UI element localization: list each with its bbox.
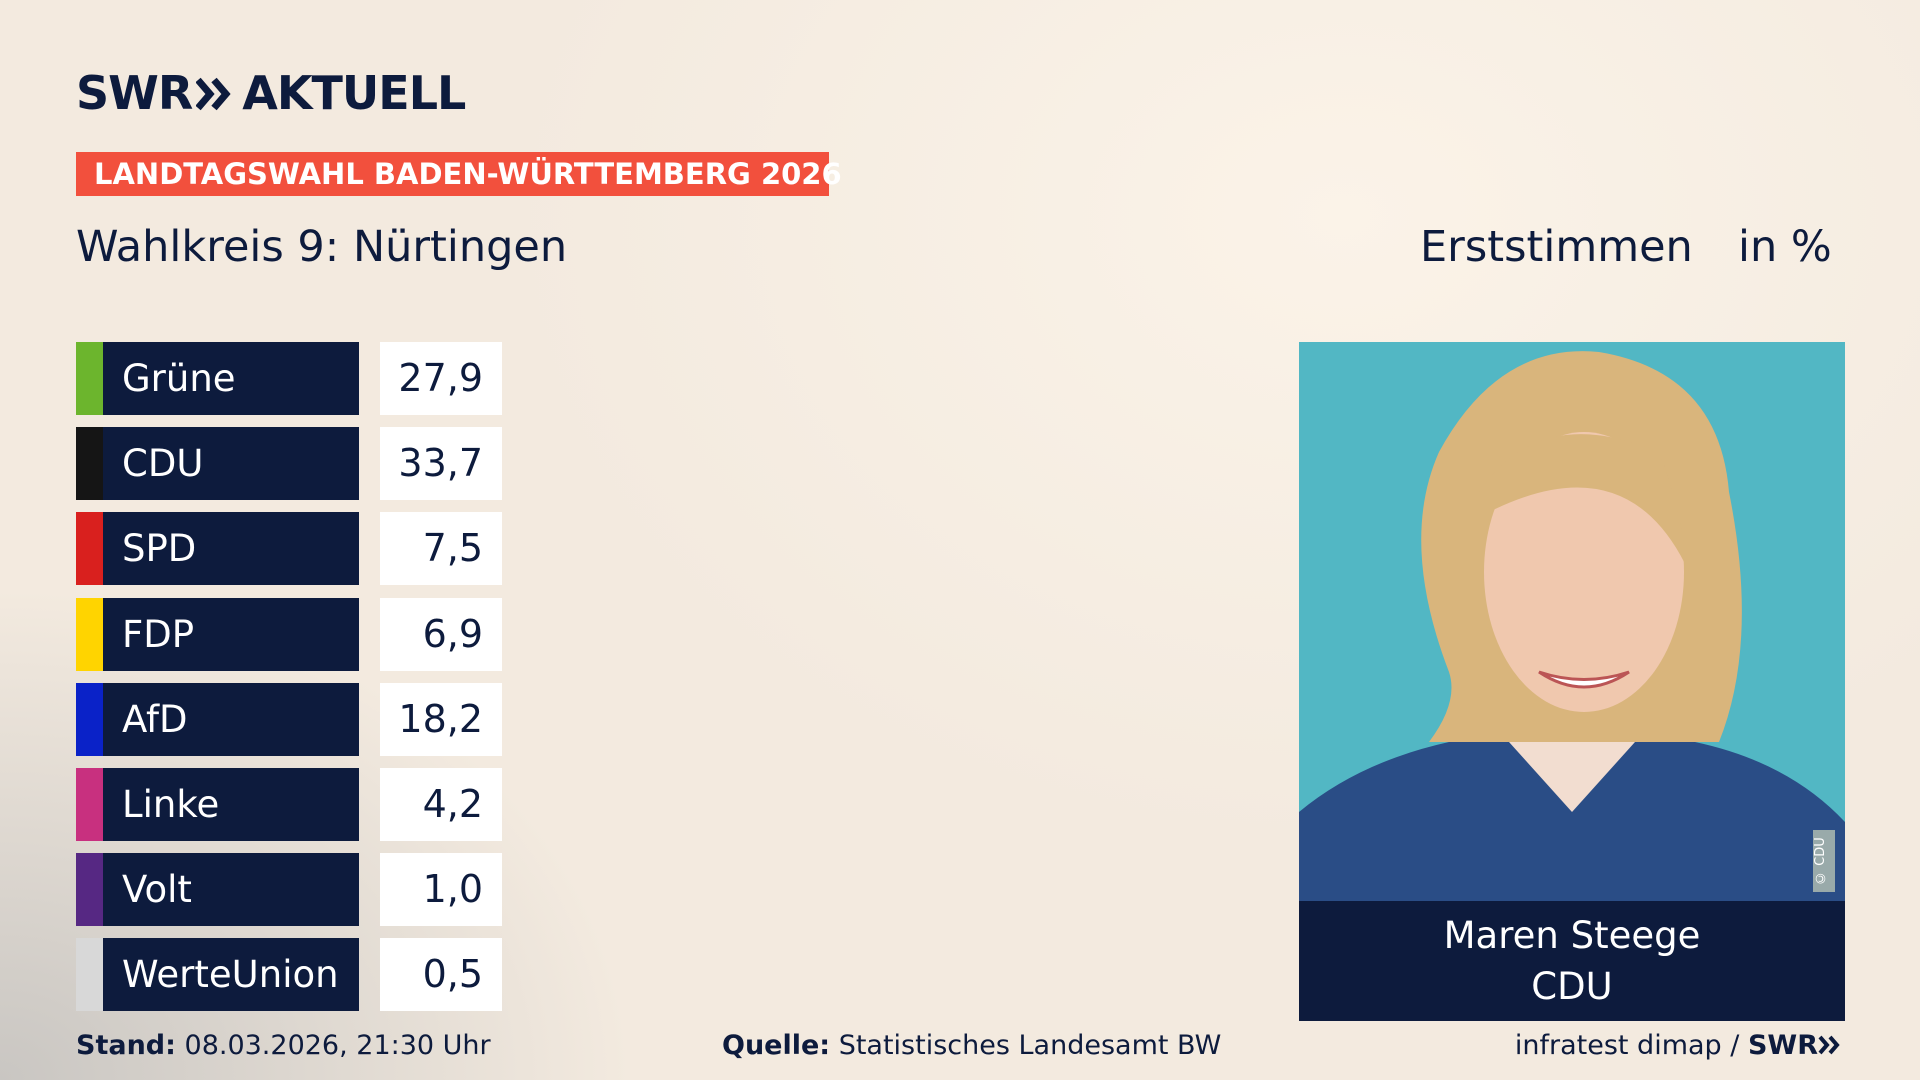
stand: Stand: 08.03.2026, 21:30 Uhr — [76, 1030, 491, 1061]
party-swatch — [76, 938, 103, 1012]
party-swatch — [76, 427, 103, 501]
party-swatch — [76, 682, 103, 756]
source: Quelle: Statistisches Landesamt BW — [722, 1030, 1221, 1061]
party-value: 4,2 — [380, 768, 502, 841]
candidate-caption: Maren Steege CDU — [1299, 901, 1845, 1021]
logo: SWR AKTUELL — [76, 66, 466, 120]
party-name: SPD — [103, 512, 359, 586]
party-name: CDU — [103, 427, 359, 501]
party-value: 1,0 — [380, 853, 502, 927]
party-name: Volt — [103, 853, 359, 927]
source-label: Quelle: — [722, 1030, 831, 1061]
party-value: 33,7 — [380, 427, 502, 501]
logo-chevrons — [195, 77, 231, 111]
subtitle: Wahlkreis 9: Nürtingen — [76, 222, 568, 272]
party-swatch — [76, 512, 103, 586]
candidate-name: Maren Steege — [1443, 914, 1701, 957]
party-name: FDP — [103, 597, 359, 671]
vote-type: Erststimmen — [1420, 222, 1693, 272]
candidate-card: © CDU Maren Steege CDU — [1299, 342, 1845, 1021]
party-value: 0,5 — [380, 938, 502, 1012]
candidate-party: CDU — [1531, 965, 1613, 1008]
credits: infratest dimap / SWR — [1515, 1030, 1844, 1061]
party-name: AfD — [103, 682, 359, 756]
logo-aktuell: AKTUELL — [242, 66, 466, 120]
brand: SWR — [1747, 1030, 1818, 1061]
party-name: Linke — [103, 768, 359, 841]
photo-credit: © CDU — [1813, 830, 1835, 892]
stand-value: 08.03.2026, 21:30 Uhr — [184, 1030, 491, 1061]
party-value: 27,9 — [380, 342, 502, 415]
source-value: Statistisches Landesamt BW — [838, 1030, 1222, 1061]
logo-swr: SWR — [76, 66, 193, 120]
party-name: WerteUnion — [103, 938, 359, 1012]
stand-label: Stand: — [76, 1030, 176, 1061]
candidate-photo — [1299, 351, 1845, 902]
party-name: Grüne — [103, 342, 359, 415]
party-swatch — [76, 342, 103, 415]
banner: LANDTAGSWAHL BADEN-WÜRTTEMBERG 2026 — [76, 152, 842, 196]
party-swatch — [76, 597, 103, 671]
party-value: 7,5 — [380, 512, 502, 586]
institute: infratest dimap / — [1514, 1030, 1740, 1061]
party-value: 6,9 — [380, 597, 502, 671]
party-swatch — [76, 853, 103, 927]
party-value: 18,2 — [380, 682, 502, 756]
brand-chevrons — [1818, 1035, 1840, 1055]
party-swatch — [76, 768, 103, 841]
unit: in % — [1738, 222, 1832, 272]
